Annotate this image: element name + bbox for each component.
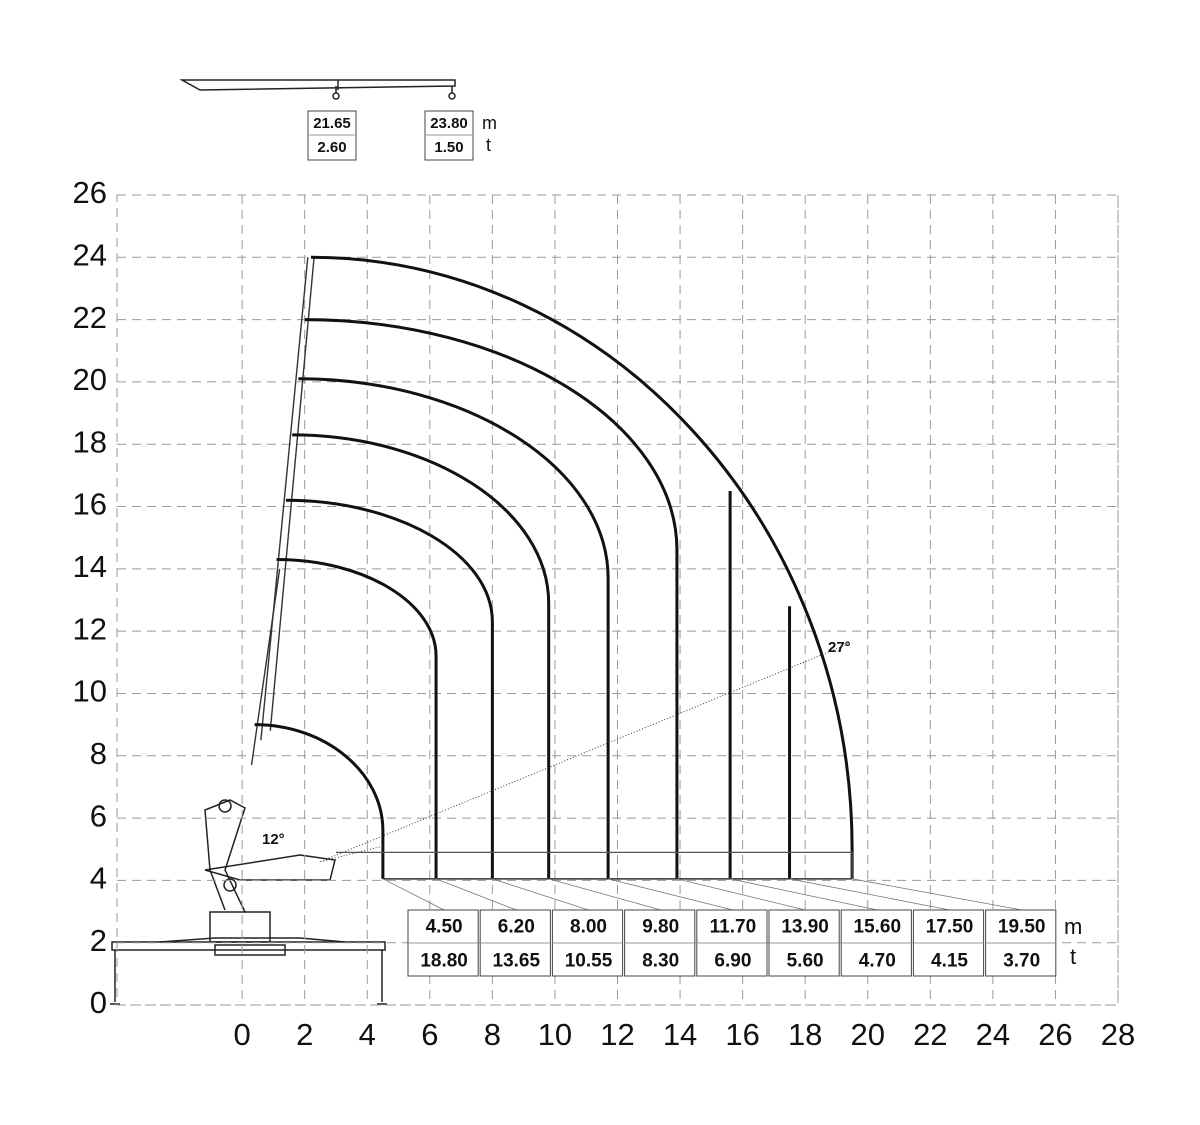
reach-curve xyxy=(310,255,854,879)
reach-value: 15.60 xyxy=(854,917,902,938)
load-value: 6.90 xyxy=(714,951,751,972)
crane-outline xyxy=(110,79,456,1005)
table-leader xyxy=(435,878,517,911)
unit-label: m xyxy=(1064,914,1082,939)
table-leader xyxy=(492,878,589,911)
reach-value: 21.65 xyxy=(313,115,351,132)
load-value: 18.80 xyxy=(420,951,468,972)
boom-line xyxy=(260,257,309,741)
load-value: 13.65 xyxy=(493,951,541,972)
x-tick-label: 4 xyxy=(359,1017,376,1052)
reach-curves xyxy=(254,255,854,879)
y-tick-label: 14 xyxy=(73,549,107,584)
reach-curve xyxy=(292,433,551,879)
load-value: 3.70 xyxy=(1003,951,1040,972)
x-tick-label: 10 xyxy=(538,1017,572,1052)
x-tick-label: 0 xyxy=(234,1017,251,1052)
y-tick-label: 22 xyxy=(73,300,107,335)
x-tick-label: 28 xyxy=(1101,1017,1135,1052)
load-value: 8.30 xyxy=(642,951,679,972)
x-tick-label: 8 xyxy=(484,1017,501,1052)
unit-label: t xyxy=(1070,944,1076,969)
y-tick-label: 6 xyxy=(90,798,107,833)
boom-line xyxy=(250,568,281,766)
table-leader xyxy=(382,878,445,911)
reach-value: 19.50 xyxy=(998,917,1046,938)
x-tick-label: 14 xyxy=(663,1017,697,1052)
x-tick-label: 12 xyxy=(600,1017,634,1052)
x-tick-label: 24 xyxy=(976,1017,1010,1052)
reach-value: 23.80 xyxy=(430,115,468,132)
reach-curve xyxy=(276,558,438,879)
y-tick-label: 18 xyxy=(73,424,107,459)
x-tick-label: 22 xyxy=(913,1017,947,1052)
reach-value: 13.90 xyxy=(781,917,829,938)
reach-curve xyxy=(298,377,610,879)
x-tick-label: 18 xyxy=(788,1017,822,1052)
plot-area xyxy=(116,194,1119,1006)
y-tick-label: 8 xyxy=(90,736,107,771)
y-tick-label: 24 xyxy=(73,237,107,272)
y-tick-label: 10 xyxy=(73,674,107,709)
x-tick-label: 2 xyxy=(296,1017,313,1052)
angle-line xyxy=(320,643,850,863)
x-tick-label: 20 xyxy=(851,1017,885,1052)
table-leader xyxy=(676,878,806,911)
reach-value: 4.50 xyxy=(426,917,463,938)
load-value: 2.60 xyxy=(317,139,346,156)
table-leader xyxy=(548,878,661,911)
extension-outline xyxy=(335,851,853,879)
reach-curve xyxy=(285,498,494,879)
reach-value: 11.70 xyxy=(710,917,757,938)
y-tick-label: 16 xyxy=(73,487,107,522)
load-value: 4.70 xyxy=(859,951,896,972)
unit-label: m xyxy=(482,113,497,133)
angle-label: 12° xyxy=(262,831,285,848)
table-leader xyxy=(852,878,1022,911)
reach-curve xyxy=(304,318,679,879)
y-tick-label: 4 xyxy=(90,861,107,896)
y-tick-label: 12 xyxy=(73,611,107,646)
boom xyxy=(250,257,315,766)
load-value: 4.15 xyxy=(931,951,968,972)
reach-value: 9.80 xyxy=(642,917,679,938)
reach-value: 6.20 xyxy=(498,917,535,938)
unit-label: t xyxy=(486,135,491,155)
y-tick-label: 26 xyxy=(73,175,107,210)
x-tick-label: 6 xyxy=(421,1017,438,1052)
load-value: 5.60 xyxy=(787,951,824,972)
table-leader xyxy=(730,878,878,911)
table-leader xyxy=(608,878,733,911)
reach-curve xyxy=(254,723,385,879)
load-value: 10.55 xyxy=(565,951,613,972)
table-leader xyxy=(789,878,950,911)
reach-value: 8.00 xyxy=(570,917,607,938)
x-tick-label: 26 xyxy=(1038,1017,1072,1052)
boom-line xyxy=(269,257,315,731)
load-value: 1.50 xyxy=(434,139,463,156)
y-tick-label: 2 xyxy=(90,923,107,958)
y-tick-label: 20 xyxy=(73,362,107,397)
y-tick-label: 0 xyxy=(90,985,107,1020)
x-tick-label: 16 xyxy=(725,1017,759,1052)
reach-value: 17.50 xyxy=(926,917,974,938)
